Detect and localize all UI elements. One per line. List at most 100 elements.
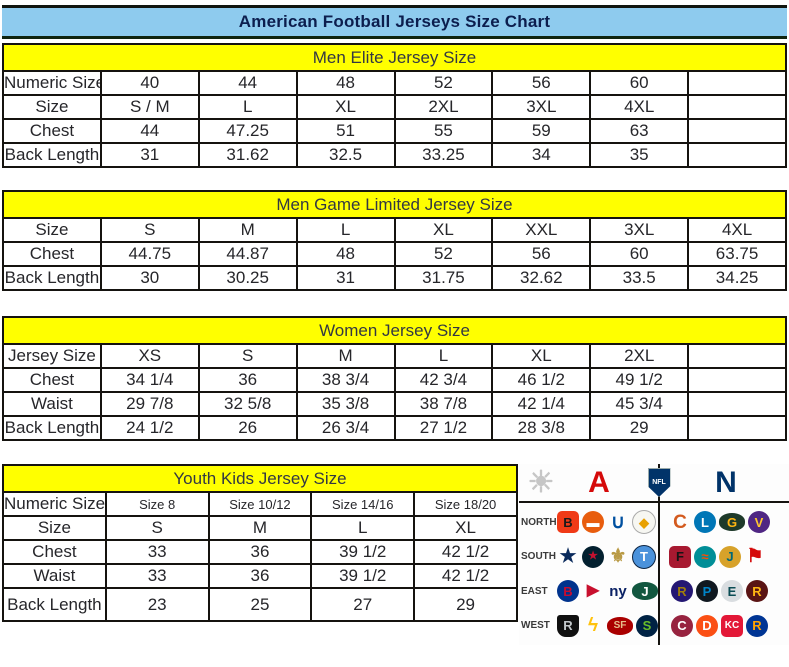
division-label: EAST [521, 585, 548, 597]
spacer [0, 291, 789, 316]
row-label-cell: Back Length [2, 415, 102, 441]
conference-divider-line [658, 464, 660, 645]
value-cell: 44.75 [99, 241, 200, 267]
team-logo-cardinals: C [671, 614, 693, 637]
team-logo-chiefs: KC [721, 614, 743, 637]
value-cell: 3XL [589, 217, 690, 243]
value-cell: 33 [104, 563, 210, 589]
table-row: Waist 33 36 39 1/2 42 1/2 [2, 563, 518, 589]
value-cell: 27 1/2 [393, 415, 494, 441]
value-cell: 29 7/8 [99, 391, 200, 417]
table-row: Numeric Size 40 44 48 52 56 60 [2, 70, 787, 96]
value-cell: S [99, 217, 200, 243]
row-label-cell: Chest [2, 539, 107, 565]
value-cell: M [197, 217, 298, 243]
youth-kids-section-header: Youth Kids Jersey Size [2, 464, 518, 493]
value-cell: 48 [295, 70, 396, 96]
value-cell: 55 [393, 118, 494, 144]
table-row: Size S M L XL [2, 515, 518, 541]
row-label-cell: Back Length [2, 265, 102, 291]
team-logo-buccaneers: ⚑ [746, 546, 764, 568]
row-label-cell: Waist [2, 563, 107, 589]
nfl-shield-icon: NFL [646, 464, 672, 501]
value-cell: L [197, 94, 298, 120]
value-cell: 26 3/4 [295, 415, 396, 441]
team-logo-patriots: ▶ [586, 582, 600, 600]
team-logo-eagles: E [721, 580, 743, 603]
division-label: NORTH [521, 516, 557, 528]
afc-logo-icon: A [588, 465, 610, 499]
value-cell: 34 1/4 [99, 367, 200, 393]
men-elite-table: Men Elite Jersey Size Numeric Size 40 44 48 5… [2, 43, 787, 168]
row-label-cell: Numeric Size [2, 491, 107, 517]
value-cell: 38 3/4 [295, 367, 396, 393]
value-cell: 34 [491, 142, 592, 168]
conference-icons-row: ☀ A NFL N [519, 464, 789, 501]
team-logo-saints: ⚜ [609, 546, 627, 568]
value-cell: 46 1/2 [491, 367, 592, 393]
value-cell: 34.25 [687, 265, 787, 291]
team-logo-cowboys: ★ [559, 546, 577, 568]
value-cell: 2XL [393, 94, 494, 120]
row-label-cell: Size [2, 94, 102, 120]
value-cell: L [393, 343, 494, 369]
nfl-logo-panel: ☀ A NFL N NORTH B ▬ ∪ ◆ C L G V SOUTH ★ ★ ⚜ T F ≈ J ⚑ EAST B ▶ n… [519, 464, 789, 645]
table-row: Back Length 30 30.25 31 31.75 32.62 33.5 34.25 [2, 265, 787, 291]
value-cell: 32.5 [295, 142, 396, 168]
team-logo-colts: ∪ [611, 511, 625, 533]
team-logo-jaguars: J [719, 545, 741, 568]
value-cell: 63 [589, 118, 690, 144]
division-grid: NORTH B ▬ ∪ ◆ C L G V SOUTH ★ ★ ⚜ T F ≈ J ⚑ EAST B ▶ ny J R P E R W… [519, 505, 789, 643]
value-cell [687, 415, 787, 441]
value-cell: XS [99, 343, 200, 369]
table-row: Chest 34 1/4 36 38 3/4 42 3/4 46 1/2 49 1/2 [2, 367, 787, 393]
table-row: Waist 29 7/8 32 5/8 35 3/8 38 7/8 42 1/4 45 3/… [2, 391, 787, 417]
value-cell: 24 1/2 [99, 415, 200, 441]
team-logo-broncos: D [696, 614, 718, 637]
team-logo-texans: ★ [582, 545, 604, 568]
team-logo-rams: R [746, 614, 768, 637]
row-label-cell: Back Length [2, 142, 102, 168]
women-section-header: Women Jersey Size [2, 316, 787, 345]
value-cell: 42 1/2 [413, 539, 518, 565]
value-cell: 40 [99, 70, 200, 96]
table-row: Chest 44 47.25 51 55 59 63 [2, 118, 787, 144]
division-label: WEST [521, 620, 550, 632]
team-logo-giants: ny [609, 582, 627, 600]
value-cell: 31 [295, 265, 396, 291]
value-cell: 42 3/4 [393, 367, 494, 393]
value-cell: 45 3/4 [589, 391, 690, 417]
value-cell: 39 1/2 [310, 539, 416, 565]
team-logo-jets: J [632, 582, 658, 601]
team-logo-vikings: V [748, 511, 770, 534]
value-cell [687, 94, 787, 120]
value-cell: 30.25 [197, 265, 298, 291]
team-logo-packers: G [719, 513, 745, 532]
value-cell: 28 3/8 [491, 415, 592, 441]
men-game-limited-table: Men Game Limited Jersey Size Size S M L XL XXL… [2, 190, 787, 291]
value-cell [687, 343, 787, 369]
value-cell: 52 [393, 241, 494, 267]
row-label-cell: Chest [2, 118, 102, 144]
value-cell: 60 [589, 241, 690, 267]
value-cell: XL [393, 217, 494, 243]
value-cell: 44.87 [197, 241, 298, 267]
value-cell: 23 [104, 587, 210, 622]
men-game-limited-section-header: Men Game Limited Jersey Size [2, 190, 787, 219]
team-logo-49ers: SF [607, 616, 633, 635]
row-label-cell: Numeric Size [2, 70, 102, 96]
value-cell: 56 [491, 70, 592, 96]
value-cell: 31 [99, 142, 200, 168]
value-cell: 33 [104, 539, 210, 565]
value-cell: XL [295, 94, 396, 120]
division-row-north: NORTH B ▬ ∪ ◆ C L G V [519, 506, 789, 539]
value-cell: L [295, 217, 396, 243]
table-row: Jersey Size XS S M L XL 2XL [2, 343, 787, 369]
table-row: Chest 44.75 44.87 48 52 56 60 63.75 [2, 241, 787, 267]
value-cell: 29 [413, 587, 518, 622]
starburst-icon: ☀ [527, 466, 555, 499]
value-cell: 63.75 [687, 241, 787, 267]
nfc-logo-icon: N [715, 465, 737, 499]
value-cell [687, 391, 787, 417]
